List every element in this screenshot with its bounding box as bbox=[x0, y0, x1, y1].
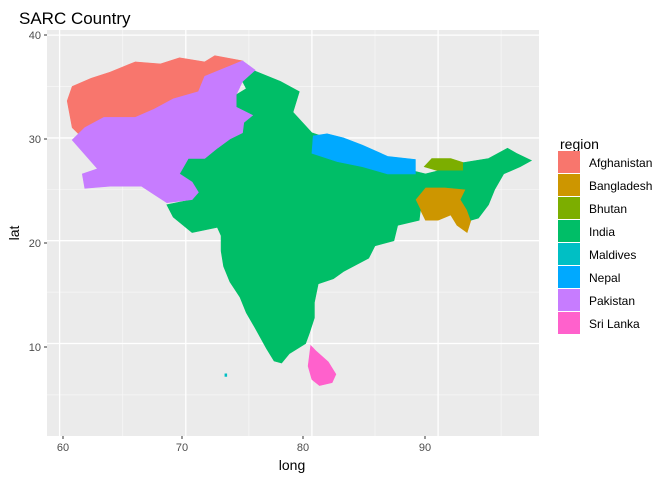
y-axis-title: lat bbox=[6, 226, 22, 241]
region-maldives bbox=[224, 373, 228, 377]
legend-label: Nepal bbox=[589, 271, 620, 285]
legend-key bbox=[558, 266, 580, 288]
legend-title: region bbox=[560, 136, 599, 152]
legend-key bbox=[558, 174, 580, 196]
x-axis: 60 70 80 90 bbox=[57, 436, 431, 454]
x-tick-label: 80 bbox=[297, 442, 309, 454]
legend-label: Pakistan bbox=[589, 294, 635, 308]
y-tick-label: 40 bbox=[29, 30, 41, 42]
legend-key bbox=[558, 243, 580, 265]
legend-label: Afghanistan bbox=[589, 156, 652, 170]
y-tick-label: 20 bbox=[29, 238, 41, 250]
legend-key bbox=[558, 197, 580, 219]
y-tick-label: 30 bbox=[29, 134, 41, 146]
region-nepal bbox=[311, 133, 416, 175]
legend-label: Bangladesh bbox=[589, 179, 652, 193]
x-tick-label: 70 bbox=[176, 442, 188, 454]
region-sri-lanka bbox=[307, 344, 337, 386]
legend: region Afghanistan Bangladesh Bhutan India M… bbox=[558, 136, 652, 334]
legend-label: Maldives bbox=[589, 248, 636, 262]
legend-key bbox=[558, 220, 580, 242]
legend-key bbox=[558, 312, 580, 334]
legend-label: India bbox=[589, 225, 615, 239]
legend-label: Bhutan bbox=[589, 202, 627, 216]
y-tick-label: 10 bbox=[29, 342, 41, 354]
x-axis-title: long bbox=[279, 457, 305, 473]
legend-key bbox=[558, 151, 580, 173]
x-tick-label: 60 bbox=[57, 442, 69, 454]
region-pakistan bbox=[71, 60, 256, 204]
chart-title: SARC Country bbox=[19, 9, 131, 28]
y-axis: 40 30 20 10 bbox=[29, 30, 47, 354]
legend-items: Afghanistan Bangladesh Bhutan India Maldives… bbox=[558, 151, 652, 334]
map-regions bbox=[66, 55, 533, 386]
legend-label: Sri Lanka bbox=[589, 317, 640, 331]
legend-key bbox=[558, 289, 580, 311]
x-tick-label: 90 bbox=[419, 442, 431, 454]
